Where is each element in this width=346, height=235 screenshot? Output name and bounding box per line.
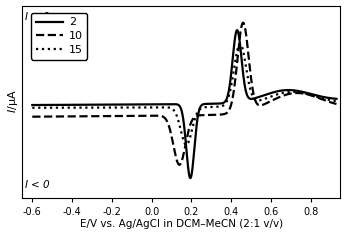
10	[241, 21, 245, 24]
10	[296, 92, 300, 94]
15	[329, 99, 333, 102]
15	[65, 106, 69, 109]
2	[83, 103, 87, 106]
10	[30, 115, 34, 118]
10	[177, 163, 181, 166]
Legend: 2, 10, 15: 2, 10, 15	[31, 13, 87, 60]
2	[334, 98, 338, 100]
15	[184, 144, 189, 146]
2	[30, 104, 34, 106]
2	[65, 103, 69, 106]
15	[296, 91, 300, 94]
15	[334, 100, 338, 102]
2	[329, 97, 333, 100]
Text: $I$ < 0: $I$ < 0	[24, 178, 51, 190]
15	[238, 42, 242, 45]
2	[188, 177, 192, 180]
Line: 2: 2	[32, 30, 336, 178]
2	[160, 103, 164, 106]
15	[160, 106, 164, 109]
15	[147, 106, 151, 109]
15	[30, 106, 34, 109]
Line: 15: 15	[32, 44, 336, 145]
2	[235, 29, 239, 31]
10	[329, 101, 333, 104]
2	[296, 90, 300, 92]
Y-axis label: $I$/μA: $I$/μA	[6, 90, 20, 114]
10	[334, 103, 338, 106]
Line: 10: 10	[32, 23, 336, 165]
X-axis label: E/V vs. Ag/AgCl in DCM–MeCN (2:1 v/v): E/V vs. Ag/AgCl in DCM–MeCN (2:1 v/v)	[80, 219, 283, 229]
2	[147, 103, 151, 106]
10	[160, 115, 164, 118]
10	[65, 115, 69, 118]
15	[83, 106, 87, 109]
10	[83, 115, 87, 118]
10	[147, 114, 151, 117]
Text: $I$ > 0: $I$ > 0	[24, 10, 51, 22]
